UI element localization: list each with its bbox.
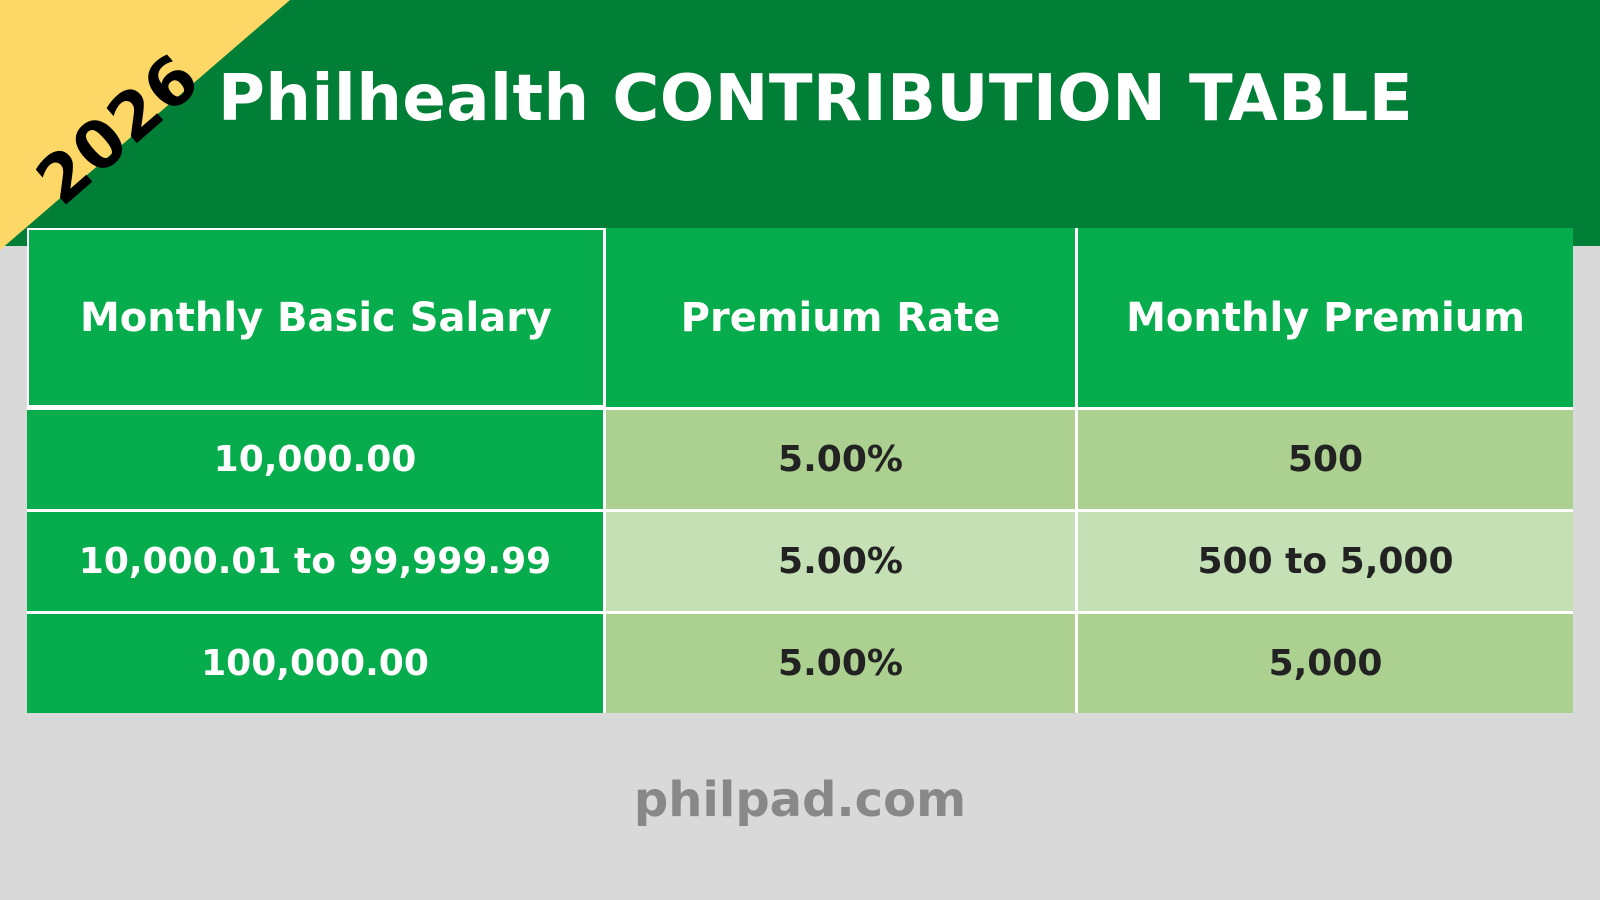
site-watermark: philpad.com [633, 772, 967, 828]
rate-cell: 5.00% [606, 512, 1075, 611]
table-row: 100,000.00 5.00% 5,000 [27, 614, 1573, 713]
salary-cell: 10,000.01 to 99,999.99 [27, 512, 603, 611]
premium-cell: 500 [1078, 410, 1573, 509]
table-row: 10,000.00 5.00% 500 [27, 410, 1573, 509]
rate-cell: 5.00% [606, 410, 1075, 509]
premium-cell: 5,000 [1078, 614, 1573, 713]
table-header-row: Monthly Basic Salary Premium Rate Monthl… [27, 228, 1573, 407]
header-banner [0, 0, 1600, 246]
table-row: 10,000.01 to 99,999.99 5.00% 500 to 5,00… [27, 512, 1573, 611]
contribution-table: Monthly Basic Salary Premium Rate Monthl… [27, 228, 1573, 713]
column-header-premium: Monthly Premium [1078, 228, 1573, 407]
column-header-rate: Premium Rate [606, 228, 1075, 407]
page-title: Philhealth CONTRIBUTION TABLE [218, 62, 1414, 136]
salary-cell: 100,000.00 [27, 614, 603, 713]
rate-cell: 5.00% [606, 614, 1075, 713]
salary-cell: 10,000.00 [27, 410, 603, 509]
premium-cell: 500 to 5,000 [1078, 512, 1573, 611]
column-header-salary: Monthly Basic Salary [27, 228, 603, 407]
